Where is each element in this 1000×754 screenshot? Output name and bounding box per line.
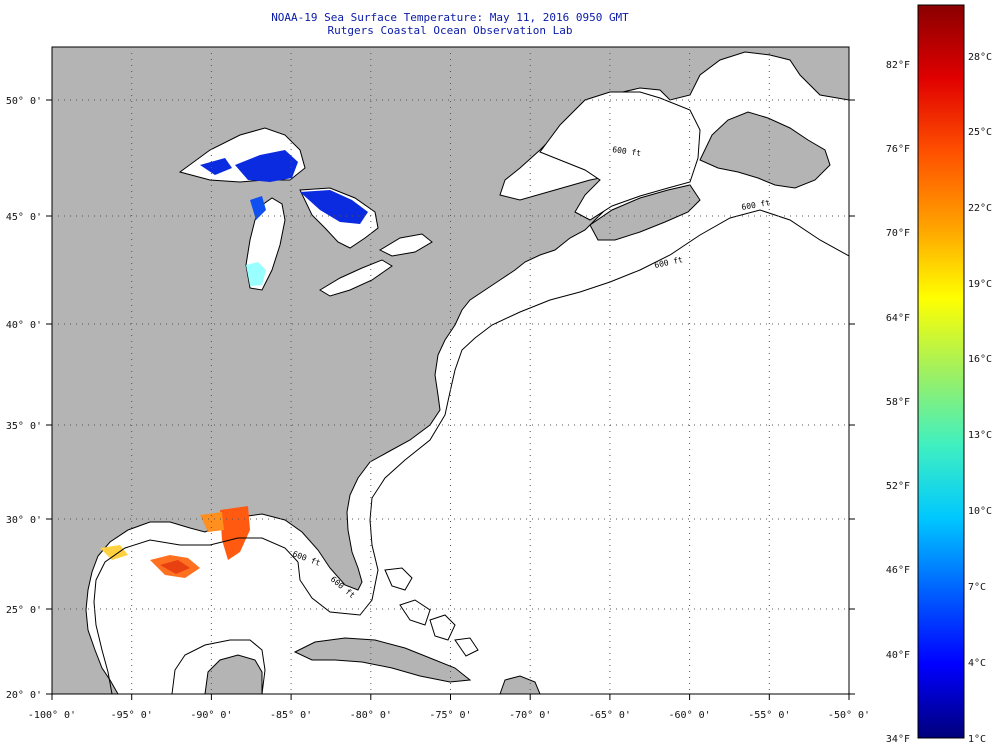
gulf-st-lawrence [539, 91, 701, 221]
colorbar-c-label: 22°C [968, 203, 992, 214]
lon-label: -60° 0' [669, 710, 711, 721]
isobath-600ft-atlantic [297, 209, 849, 616]
colorbar-c-label: 13°C [968, 430, 992, 441]
sst-gulf-warm [100, 506, 250, 578]
colorbar-f-label: 46°F [886, 565, 910, 576]
lon-label: -85° 0' [270, 710, 312, 721]
map-title: NOAA-19 Sea Surface Temperature: May 11,… [271, 11, 629, 24]
land-newfoundland [699, 111, 831, 189]
colorbar-f-label: 40°F [886, 650, 910, 661]
lon-label: -100° 0' [28, 710, 76, 721]
lat-label: 40° 0' [6, 320, 42, 331]
lat-label: 30° 0' [6, 515, 42, 526]
latitude-labels: 50° 0' 45° 0' 40° 0' 35° 0' 30° 0' 25° 0' 20° … [6, 96, 42, 701]
land-cuba [293, 637, 472, 683]
colorbar-c-label: 19°C [968, 279, 992, 290]
colorbar-f-label: 52°F [886, 481, 910, 492]
graticule [46, 47, 855, 700]
lake-ontario [378, 233, 433, 257]
colorbar-f-label: 64°F [886, 313, 910, 324]
colorbar-c-label: 25°C [968, 127, 992, 138]
land-nova-scotia [589, 184, 701, 241]
longitude-labels: -100° 0' -95° 0' -90° 0' -85° 0' -80° 0' -75°… [28, 710, 870, 721]
colorbar-f-label: 76°F [886, 144, 910, 155]
map-subtitle: Rutgers Coastal Ocean Observation Lab [327, 24, 573, 37]
lat-label: 50° 0' [6, 96, 42, 107]
lat-label: 20° 0' [6, 690, 42, 701]
colorbar-c-label: 10°C [968, 506, 992, 517]
sst-great-lakes [200, 150, 368, 286]
lake-erie [319, 259, 393, 297]
lat-label: 45° 0' [6, 212, 42, 223]
colorbar-c-label: 4°C [968, 658, 986, 669]
colorbar-f-label: 58°F [886, 397, 910, 408]
colorbar-celsius-labels: 28°C 25°C 22°C 19°C 16°C 13°C 10°C 7°C 4°C 1°C [968, 52, 992, 745]
lon-label: -75° 0' [429, 710, 471, 721]
lon-label: -50° 0' [828, 710, 870, 721]
isobath-yucatan [171, 639, 266, 694]
lon-label: -95° 0' [111, 710, 153, 721]
bahamas-islands [384, 567, 479, 657]
colorbar-c-label: 16°C [968, 354, 992, 365]
colorbar [917, 4, 965, 739]
colorbar-f-label: 70°F [886, 228, 910, 239]
isobath-label: 600 ft [612, 145, 642, 158]
colorbar-f-label: 34°F [886, 734, 910, 745]
colorbar-c-label: 28°C [968, 52, 992, 63]
colorbar-f-label: 82°F [886, 60, 910, 71]
colorbar-c-label: 1°C [968, 734, 986, 745]
lat-label: 35° 0' [6, 421, 42, 432]
lon-label: -55° 0' [748, 710, 790, 721]
lat-label: 25° 0' [6, 605, 42, 616]
colorbar-fahrenheit-labels: 82°F 76°F 70°F 64°F 58°F 52°F 46°F 40°F 34°F [886, 60, 910, 745]
colorbar-c-label: 7°C [968, 582, 986, 593]
lon-label: -70° 0' [509, 710, 551, 721]
lon-label: -80° 0' [350, 710, 392, 721]
isobath-600ft-gulf [93, 537, 299, 694]
lon-label: -65° 0' [589, 710, 631, 721]
lon-label: -90° 0' [190, 710, 232, 721]
